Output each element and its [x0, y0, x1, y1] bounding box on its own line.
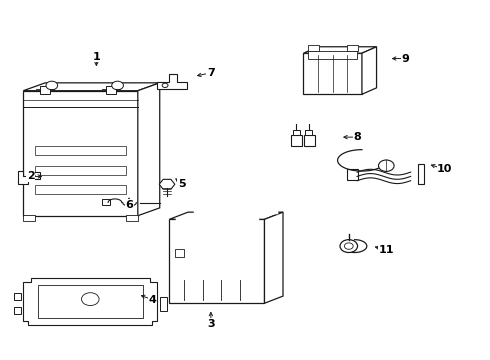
Polygon shape — [14, 307, 21, 314]
Polygon shape — [303, 47, 376, 53]
Circle shape — [340, 240, 358, 252]
Polygon shape — [362, 47, 376, 94]
Bar — [308, 51, 357, 59]
Bar — [308, 45, 319, 51]
Text: 8: 8 — [353, 132, 361, 142]
Polygon shape — [265, 212, 283, 303]
Circle shape — [46, 81, 58, 90]
Polygon shape — [24, 278, 157, 325]
Bar — [347, 45, 358, 51]
Bar — [35, 166, 125, 175]
Bar — [102, 199, 110, 205]
Polygon shape — [24, 83, 160, 91]
Bar — [304, 135, 315, 146]
Text: 6: 6 — [125, 200, 133, 210]
Polygon shape — [157, 74, 187, 89]
Text: 2: 2 — [27, 171, 34, 181]
Text: 1: 1 — [93, 52, 100, 62]
Bar — [418, 164, 424, 184]
Circle shape — [162, 83, 168, 87]
Circle shape — [378, 160, 394, 171]
Polygon shape — [175, 249, 184, 257]
Polygon shape — [138, 83, 160, 216]
Text: 7: 7 — [207, 68, 215, 78]
Polygon shape — [24, 91, 138, 216]
Text: 11: 11 — [379, 245, 394, 255]
Bar — [24, 215, 35, 221]
Polygon shape — [14, 293, 21, 300]
Polygon shape — [159, 179, 175, 189]
Text: 4: 4 — [148, 295, 156, 305]
Bar — [40, 86, 50, 94]
Circle shape — [112, 81, 123, 90]
Polygon shape — [19, 171, 40, 184]
Bar — [38, 285, 143, 318]
Bar — [347, 169, 358, 180]
Text: 5: 5 — [178, 179, 186, 189]
Polygon shape — [160, 297, 167, 311]
Bar — [305, 130, 312, 135]
Bar — [35, 146, 125, 155]
Bar — [291, 135, 302, 146]
Circle shape — [344, 243, 353, 249]
Text: 9: 9 — [402, 54, 410, 64]
Polygon shape — [170, 212, 283, 219]
Bar — [293, 130, 299, 135]
Circle shape — [81, 293, 99, 306]
Circle shape — [29, 174, 35, 178]
Text: 10: 10 — [437, 164, 452, 174]
Text: 3: 3 — [207, 319, 215, 329]
Bar — [35, 185, 125, 194]
Bar — [125, 215, 138, 221]
Bar — [106, 86, 116, 94]
Polygon shape — [170, 219, 265, 303]
Polygon shape — [303, 53, 362, 94]
